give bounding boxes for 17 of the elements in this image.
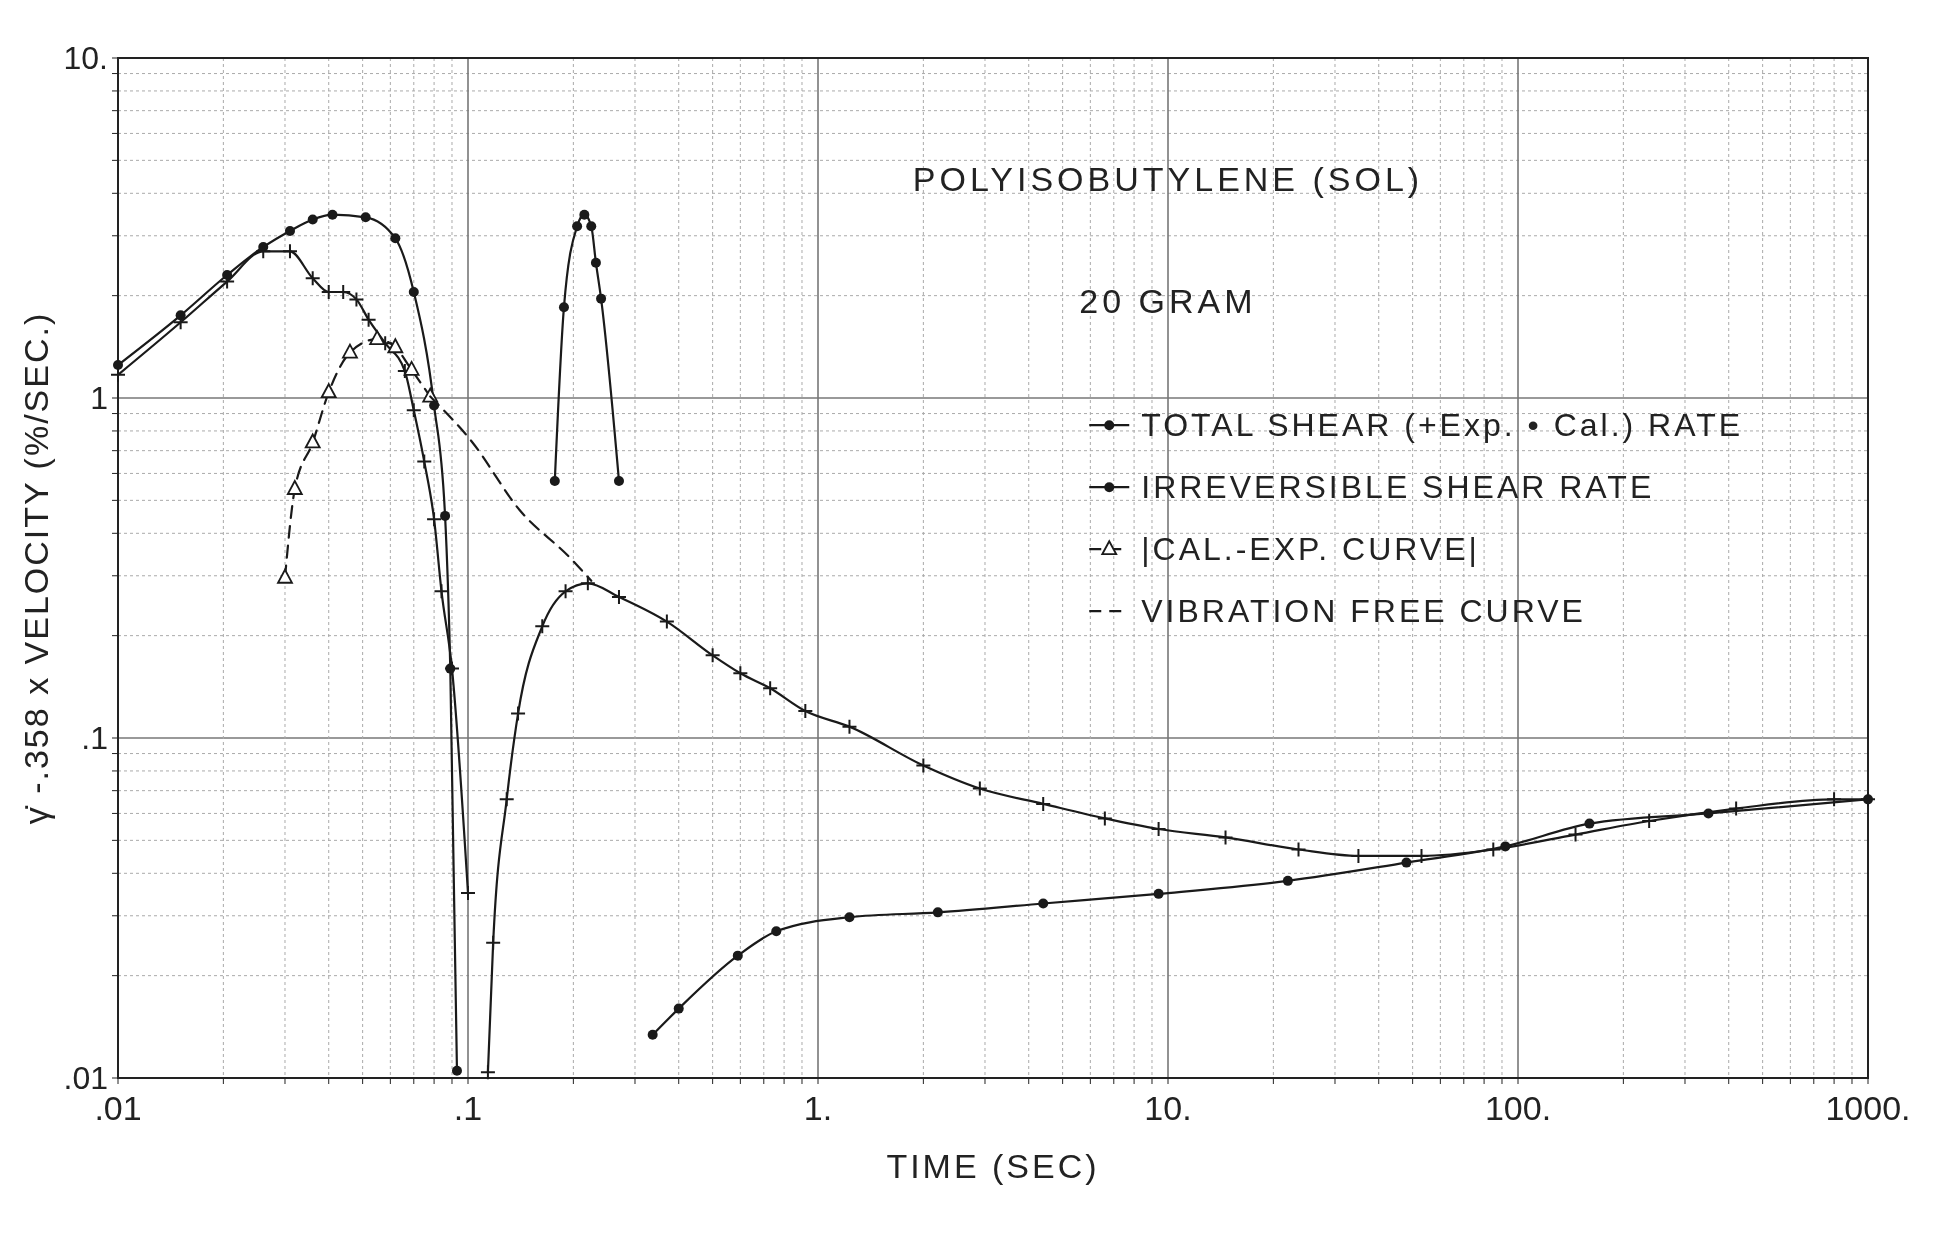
y-axis-title: γ̇ -.358 x VELOCITY (%/SEC.) [17,311,55,825]
y-tick-label: 1 [90,380,108,417]
x-tick-label: 100. [1484,1089,1552,1127]
x-axis-title: TIME (SEC) [886,1147,1100,1185]
legend-label: IRREVERSIBLE SHEAR RATE [1141,469,1655,506]
x-tick-label: 1000. [1825,1089,1911,1127]
y-tick-label: .01 [63,1060,108,1097]
text: POLYISOBUTYLENE (SOL) [912,159,1424,198]
y-tick-label: 10. [63,40,108,77]
text: 20 GRAM [1079,282,1257,320]
x-tick-label: .1 [453,1089,483,1127]
legend-label: VIBRATION FREE CURVE [1141,593,1586,630]
legend-label: TOTAL SHEAR (+Exp. • Cal.) RATE [1141,407,1744,444]
x-tick-label: 1. [803,1089,833,1127]
x-tick-label: 10. [1144,1089,1192,1127]
legend-label: |CAL.-EXP. CURVE| [1141,531,1480,568]
y-tick-label: .1 [81,720,108,757]
